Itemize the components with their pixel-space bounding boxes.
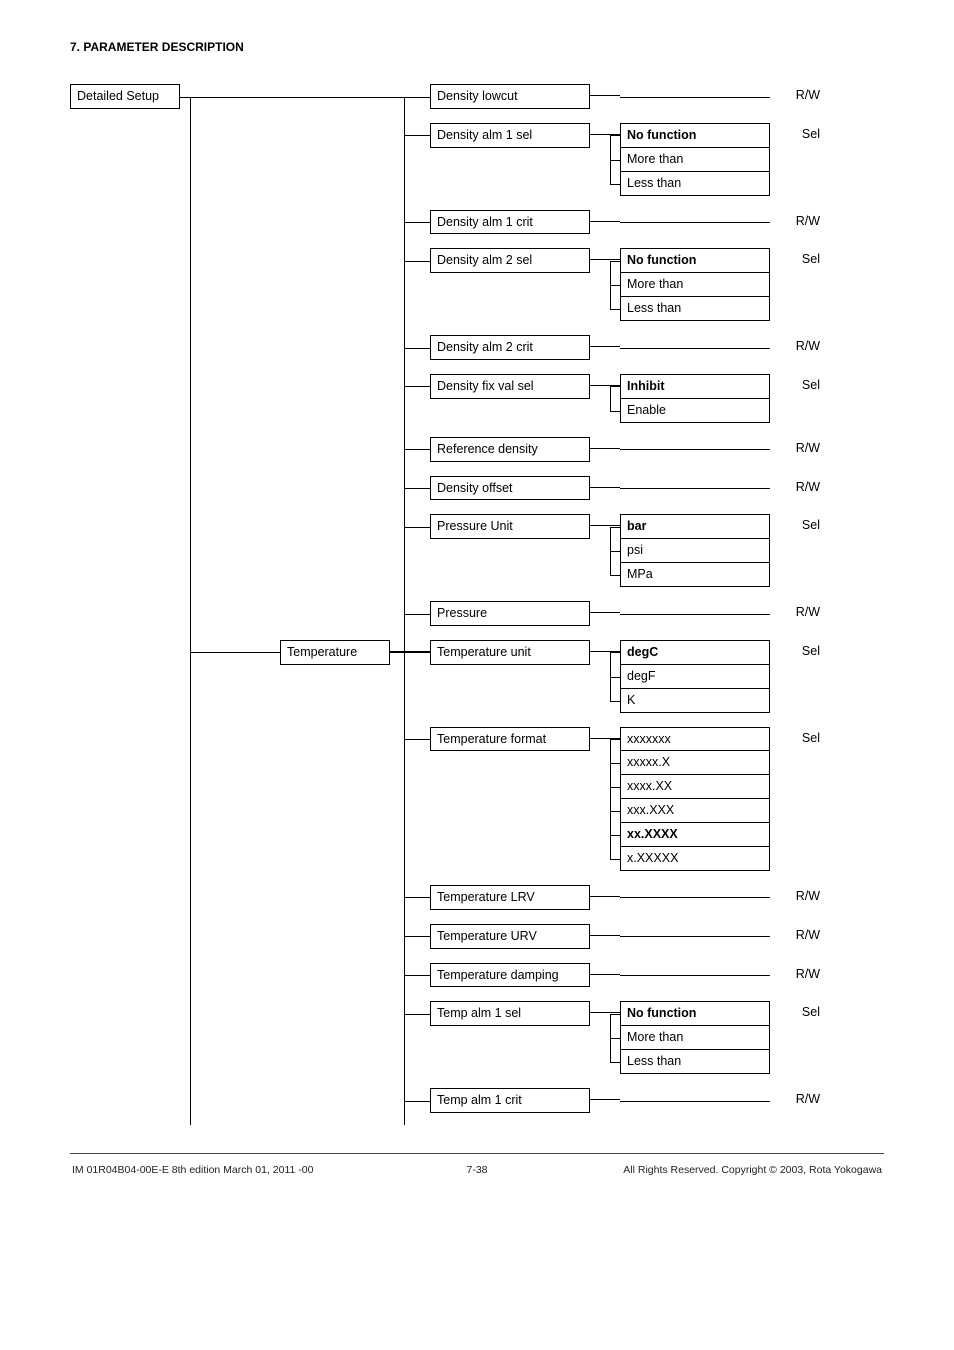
option-item: Less than [620,297,770,321]
param-tag: R/W [778,476,820,496]
param-label: Density lowcut [430,84,590,109]
param-label: Density alm 2 crit [430,335,590,360]
option-item: No function [620,123,770,148]
option-item: Less than [620,1050,770,1074]
param-label: Temperature format [430,727,590,752]
option-list: xxxxxxx xxxxx.X xxxx.XX xxx.XXX xx.XXXX … [620,727,770,871]
param-tag: R/W [778,601,820,621]
option-list: No function More than Less than [620,248,770,321]
param-label: Temperature unit [430,640,590,665]
option-list: No function More than Less than [620,123,770,196]
param-tag: R/W [778,210,820,230]
param-label: Temp alm 1 crit [430,1088,590,1113]
param-label: Temperature URV [430,924,590,949]
param-tag: R/W [778,84,820,104]
option-list: No function More than Less than [620,1001,770,1074]
param-label: Pressure [430,601,590,626]
option-item: psi [620,539,770,563]
param-label: Density alm 1 sel [430,123,590,148]
option-item: More than [620,1026,770,1050]
option-item: bar [620,514,770,539]
param-tag: R/W [778,963,820,983]
param-tag: R/W [778,335,820,355]
page-footer: IM 01R04B04-00E-E 8th edition March 01, … [70,1164,884,1176]
option-item: xxxxx.X [620,751,770,775]
option-item: More than [620,148,770,172]
param-label: Density offset [430,476,590,501]
param-label: Density alm 1 crit [430,210,590,235]
param-tag: Sel [778,727,820,747]
param-tag: Sel [778,1001,820,1021]
section-title: 7. PARAMETER DESCRIPTION [70,40,884,54]
option-item: xxxx.XX [620,775,770,799]
option-item: xxx.XXX [620,799,770,823]
footer-divider [70,1153,884,1154]
option-item: xx.XXXX [620,823,770,847]
option-item: degC [620,640,770,665]
option-item: No function [620,248,770,273]
param-label: Reference density [430,437,590,462]
param-tag: Sel [778,248,820,268]
root-node: Detailed Setup [70,84,180,109]
param-label: Pressure Unit [430,514,590,539]
param-label: Density alm 2 sel [430,248,590,273]
option-list: Inhibit Enable [620,374,770,423]
param-label: Temperature LRV [430,885,590,910]
param-tag: Sel [778,123,820,143]
param-tag: R/W [778,924,820,944]
param-tag: R/W [778,885,820,905]
parameter-tree: Detailed Setup Density lowcut R/W Densit… [70,84,884,1113]
param-label: Temperature damping [430,963,590,988]
option-item: Less than [620,172,770,196]
param-tag: Sel [778,640,820,660]
option-item: No function [620,1001,770,1026]
param-tag: Sel [778,374,820,394]
param-tag: Sel [778,514,820,534]
param-tag: R/W [778,437,820,457]
option-item: K [620,689,770,713]
option-item: xxxxxxx [620,727,770,752]
category-node: Temperature [280,640,390,665]
option-item: Enable [620,399,770,423]
footer-center: 7-38 [70,1164,884,1176]
option-item: degF [620,665,770,689]
option-item: Inhibit [620,374,770,399]
param-tag: R/W [778,1088,820,1108]
param-label: Density fix val sel [430,374,590,399]
option-item: MPa [620,563,770,587]
option-item: x.XXXXX [620,847,770,871]
option-list: bar psi MPa [620,514,770,587]
option-item: More than [620,273,770,297]
param-label: Temp alm 1 sel [430,1001,590,1026]
option-list: degC degF K [620,640,770,713]
